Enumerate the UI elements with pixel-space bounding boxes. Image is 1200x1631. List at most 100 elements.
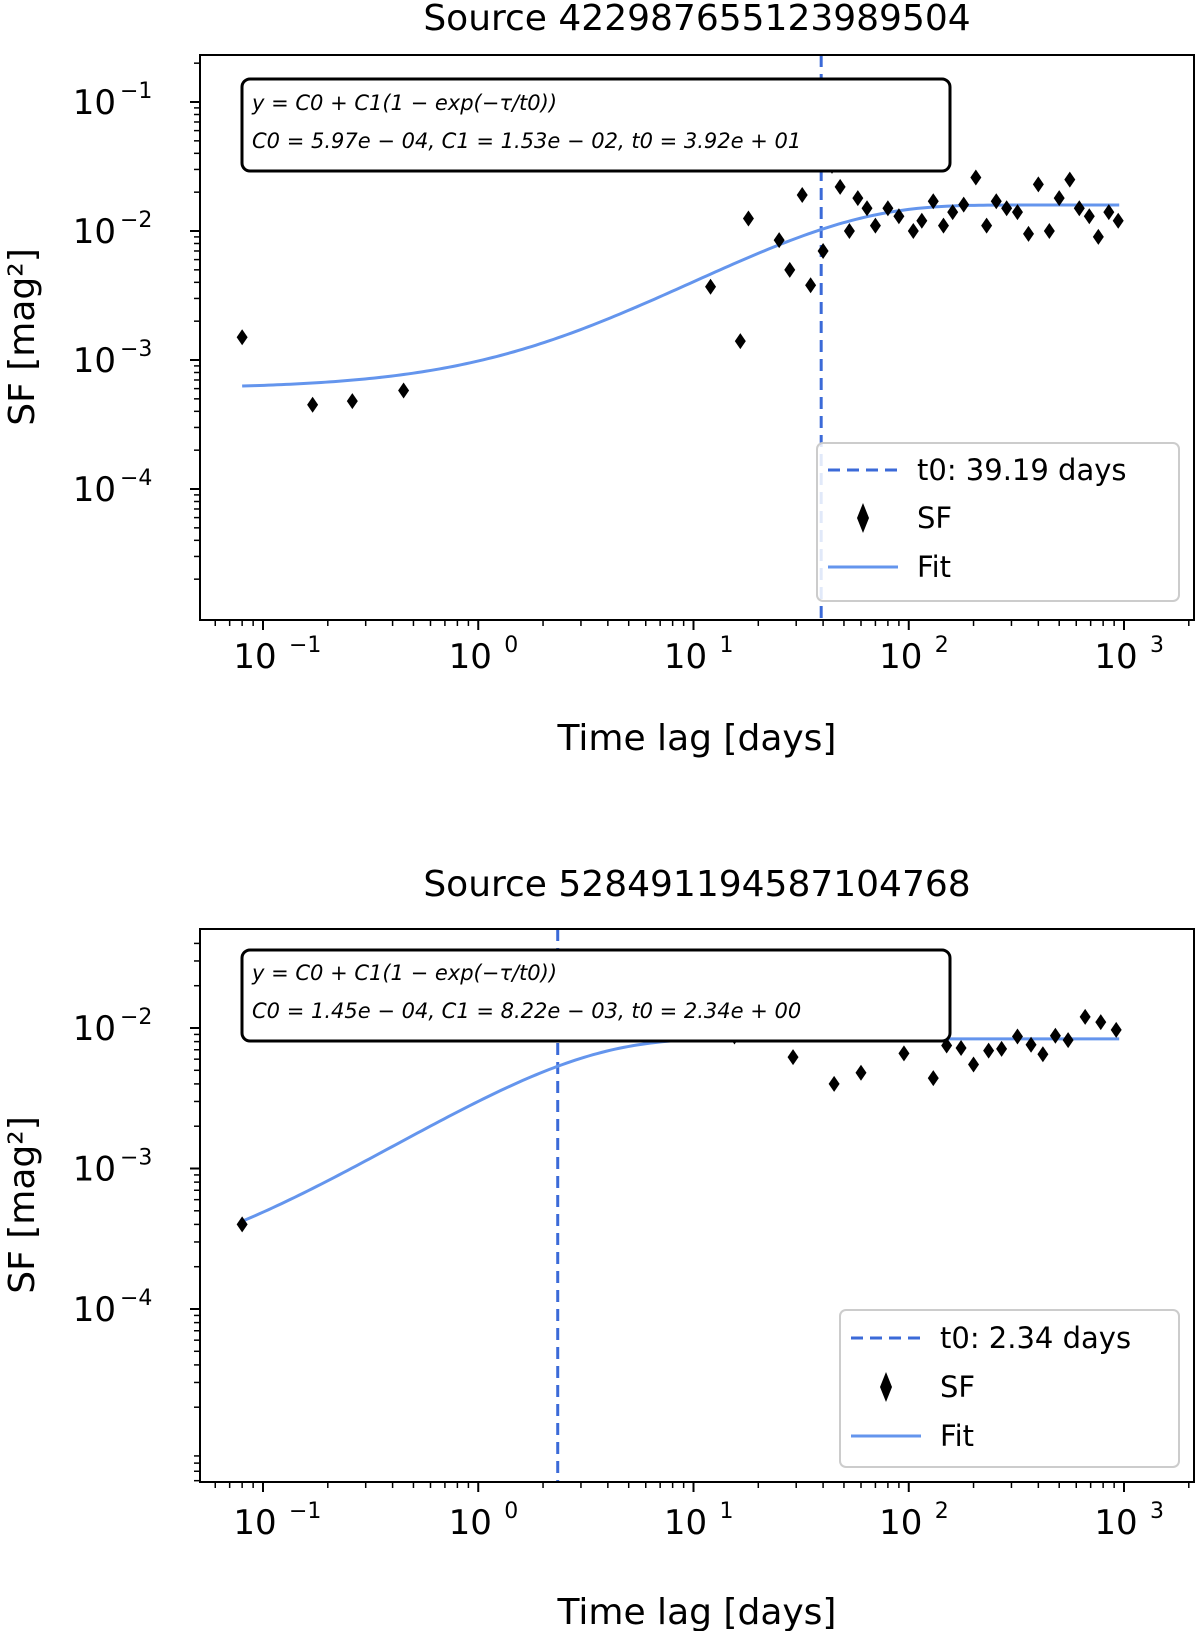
legend: t0: 2.34 days SF Fit — [839, 1309, 1180, 1468]
sf-point — [1025, 1036, 1037, 1053]
sf-point — [734, 333, 746, 350]
y-tick-exponent: −3 — [120, 1146, 152, 1171]
plot-frame — [199, 54, 1195, 621]
fit-curve — [241, 1037, 1120, 1223]
sf-point — [898, 1045, 910, 1062]
legend-label-fit: Fit — [940, 1419, 974, 1453]
x-tick-label: 10 — [1094, 1503, 1137, 1543]
sf-point — [784, 261, 796, 278]
y-tick-exponent: −2 — [120, 208, 152, 233]
sf-point — [773, 232, 785, 249]
sf-point — [805, 277, 817, 294]
y-axis-label: SF [mag²] — [2, 248, 43, 426]
legend-label-sf: SF — [940, 1370, 975, 1404]
sf-point — [1001, 200, 1013, 217]
legend-frame — [816, 442, 1180, 602]
sf-point — [947, 204, 959, 221]
sf-point — [1062, 1032, 1074, 1049]
annotation-box — [240, 948, 952, 1043]
sf-point — [1049, 1027, 1061, 1044]
x-tick-exponent: 3 — [1150, 633, 1164, 658]
sf-point — [1095, 1014, 1107, 1031]
x-tick-exponent: 2 — [935, 633, 949, 658]
y-tick-label: 10 — [73, 470, 116, 510]
y-tick-exponent: −1 — [120, 79, 152, 104]
sf-point — [834, 178, 846, 195]
sf-point — [828, 1075, 840, 1092]
sf-point — [1079, 1008, 1091, 1025]
legend-frame — [839, 1309, 1180, 1468]
sf-point — [1032, 176, 1044, 193]
sf-point — [742, 210, 754, 227]
sf-point — [968, 1056, 980, 1073]
legend-marker-swatch — [857, 503, 869, 533]
sf-point — [996, 1040, 1008, 1057]
x-tick-exponent: −1 — [289, 1499, 321, 1524]
legend-label-fit: Fit — [917, 550, 951, 584]
legend-label-t0: t0: 2.34 days — [940, 1321, 1131, 1355]
fit-annotation: y = C0 + C1(1 − exp(−τ/t0)) C0 = 5.97e −… — [240, 77, 952, 173]
annotation-formula: y = C0 + C1(1 − exp(−τ/t0)) — [251, 961, 557, 985]
sf-point — [927, 193, 939, 210]
fit-annotation: y = C0 + C1(1 − exp(−τ/t0)) C0 = 1.45e −… — [240, 948, 952, 1043]
sf-point — [981, 217, 993, 234]
sf-point — [869, 217, 881, 234]
sf-point — [882, 200, 894, 217]
sf-point — [970, 169, 982, 186]
sf-point — [1053, 190, 1065, 207]
x-tick-exponent: −1 — [289, 633, 321, 658]
x-axis-label: Time lag [days] — [557, 718, 837, 759]
sf-point — [990, 193, 1002, 210]
x-tick-exponent: 1 — [720, 1499, 734, 1524]
x-tick-label: 10 — [449, 1503, 492, 1543]
x-tick-label: 10 — [879, 637, 922, 677]
y-tick-exponent: −4 — [120, 466, 152, 491]
chart-title: Source 4229876551239895​04 — [423, 0, 970, 39]
chart-title: Source 528491194587104768 — [423, 864, 970, 905]
sf-point — [1011, 204, 1023, 221]
sf-point — [1103, 204, 1115, 221]
sf-point — [1083, 208, 1095, 225]
sf-point — [927, 1070, 939, 1087]
sf-point — [1022, 225, 1034, 242]
annotation-box — [240, 77, 952, 173]
sf-point — [796, 187, 808, 204]
sf-point — [955, 1040, 967, 1057]
sf-point — [852, 190, 864, 207]
x-tick-label: 10 — [449, 637, 492, 677]
sf-point — [705, 278, 717, 295]
y-tick-label: 10 — [73, 83, 116, 123]
chart-bottom: Source 528491194587104768 10 −1 10 0 10 1 10 2 1… — [2, 864, 1195, 1631]
sf-point — [861, 200, 873, 217]
annotation-params: C0 = 1.45e − 04, C1 = 8.22e − 03, t0 = 2… — [252, 999, 801, 1023]
sf-point — [958, 196, 970, 213]
sf-point — [1037, 1046, 1049, 1063]
sf-point — [1011, 1028, 1023, 1045]
x-tick-label: 10 — [233, 1503, 276, 1543]
sf-point — [843, 223, 855, 239]
sf-point — [817, 242, 829, 259]
legend-marker-swatch — [880, 1372, 892, 1402]
x-tick-label: 10 — [879, 1503, 922, 1543]
x-tick-exponent: 0 — [504, 1499, 518, 1524]
x-tick-label: 10 — [233, 637, 276, 677]
sf-point — [236, 329, 248, 346]
y-tick-exponent: −4 — [120, 1286, 152, 1311]
y-tick-label: 10 — [73, 1150, 116, 1190]
y-tick-exponent: −2 — [120, 1005, 152, 1030]
sf-point — [1112, 212, 1124, 229]
sf-point — [398, 382, 410, 399]
x-tick-label: 10 — [664, 1503, 707, 1543]
sf-point — [787, 1049, 799, 1066]
fit-curve — [242, 203, 1120, 388]
chart-top: Source 4229876551239895​04 10 −1 10 0 10 1 10 2… — [2, 0, 1195, 759]
x-axis-label: Time lag [days] — [557, 1592, 837, 1631]
x-tick-exponent: 3 — [1150, 1499, 1164, 1524]
sf-point — [236, 1216, 248, 1233]
sf-point — [1092, 228, 1104, 245]
sf-point — [855, 1064, 867, 1081]
legend-label-t0: t0: 39.19 days — [917, 453, 1127, 487]
y-tick-label: 10 — [73, 212, 116, 252]
y-tick-label: 10 — [73, 1290, 116, 1330]
